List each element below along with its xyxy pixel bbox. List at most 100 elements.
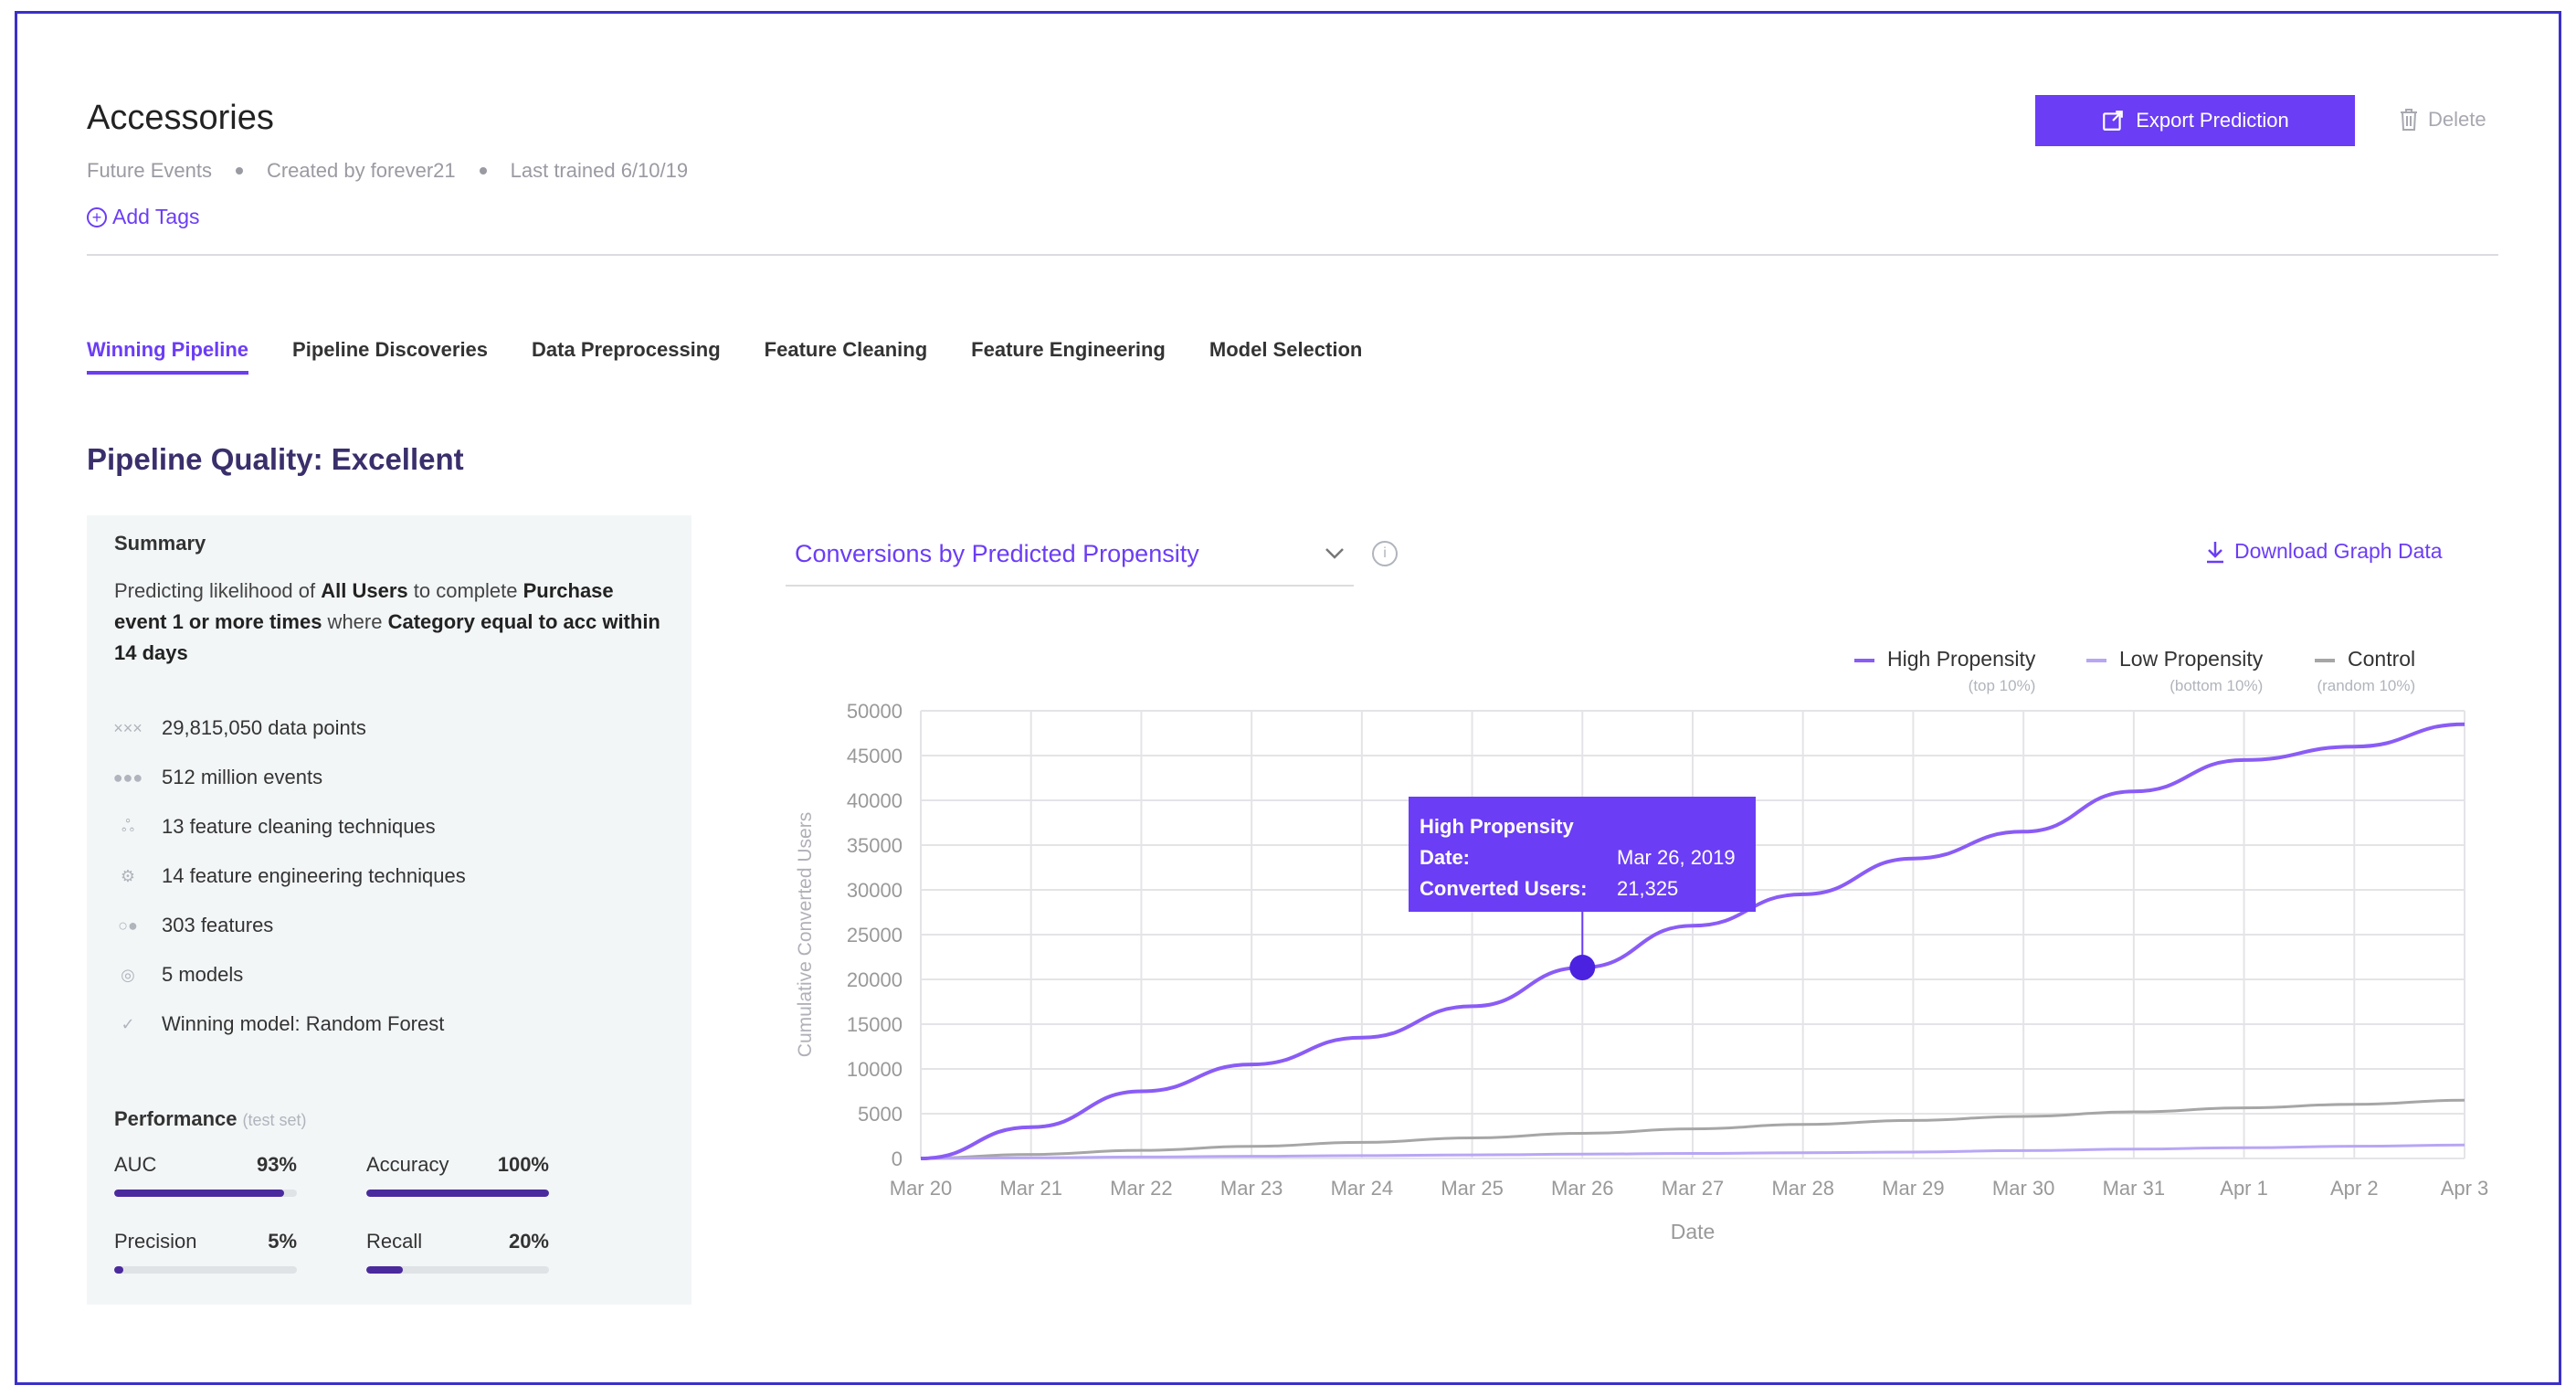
stat-engineering: ⚙ 14 feature engineering techniques (112, 864, 466, 888)
metric-bar (366, 1190, 549, 1197)
metric-value: 93% (256, 1153, 297, 1176)
y-tick-label: 30000 (847, 879, 903, 902)
legend-control: Control (random 10%) (2315, 647, 2415, 695)
chart-type-select[interactable]: Conversions by Predicted Propensity (786, 523, 1354, 587)
stat-text: 303 features (162, 914, 274, 936)
window-frame (15, 11, 2561, 1385)
x-tick-label: Mar 20 (890, 1177, 952, 1200)
y-tick-label: 5000 (858, 1103, 903, 1126)
tooltip-date-value: Mar 26, 2019 (1617, 846, 1736, 869)
tooltip-users-value: 21,325 (1617, 877, 1679, 900)
legend-swatch (1854, 658, 1874, 662)
metric-value: 100% (497, 1153, 549, 1176)
delete-label: Delete (2428, 108, 2486, 131)
tooltip-title: High Propensity (1420, 815, 1574, 838)
metric-bar-fill (114, 1266, 123, 1274)
performance-sub: (test set) (242, 1111, 307, 1129)
tab-winning-pipeline[interactable]: Winning Pipeline (87, 338, 249, 375)
metric-bar-fill (366, 1190, 549, 1197)
y-tick-label: 0 (892, 1147, 903, 1170)
tab-feature-cleaning[interactable]: Feature Cleaning (764, 338, 928, 361)
x-tick-label: Mar 21 (999, 1177, 1061, 1200)
stat-text: Winning model: Random Forest (162, 1012, 445, 1035)
legend-swatch (2315, 658, 2335, 662)
tab-model-selection[interactable]: Model Selection (1209, 338, 1363, 361)
performance-title: Performance (test set) (114, 1107, 307, 1131)
metric-recall: Recall 20% (366, 1230, 549, 1274)
x-tick-label: Mar 30 (1992, 1177, 2054, 1200)
metric-accuracy: Accuracy 100% (366, 1153, 549, 1197)
metric-bar (114, 1190, 297, 1197)
legend-label: Control (2348, 647, 2416, 671)
info-icon[interactable]: i (1372, 541, 1398, 566)
legend-swatch (2086, 658, 2106, 662)
summary-title: Summary (114, 532, 206, 555)
x-tick-label: Mar 24 (1331, 1177, 1393, 1200)
x-tick-label: Mar 26 (1551, 1177, 1613, 1200)
legend-sub: (top 10%) (1968, 677, 2036, 694)
stat-text: 13 feature cleaning techniques (162, 815, 436, 838)
tab-data-preprocessing[interactable]: Data Preprocessing (532, 338, 721, 361)
metric-label: Accuracy (366, 1153, 449, 1176)
y-tick-label: 40000 (847, 789, 903, 812)
y-tick-label: 10000 (847, 1058, 903, 1081)
metric-bar-fill (366, 1266, 403, 1274)
download-label: Download Graph Data (2234, 539, 2443, 563)
x-tick-label: Apr 1 (2220, 1177, 2268, 1200)
stat-features: ○● 303 features (112, 914, 273, 937)
legend-low-propensity: Low Propensity (bottom 10%) (2086, 647, 2263, 695)
chevron-down-icon (1325, 548, 1344, 559)
legend-label: High Propensity (1887, 647, 2036, 671)
y-tick-label: 20000 (847, 968, 903, 991)
x-tick-label: Apr 2 (2330, 1177, 2379, 1200)
export-label: Export Prediction (2136, 109, 2289, 132)
legend-sub: (bottom 10%) (2170, 677, 2264, 694)
stat-events: ●●● 512 million events (112, 766, 322, 789)
delete-button[interactable]: Delete (2399, 108, 2486, 132)
highlight-point (1569, 955, 1596, 981)
download-graph-data-link[interactable]: Download Graph Data (2205, 539, 2443, 564)
tab-bar: Winning Pipeline Pipeline Discoveries Da… (87, 338, 1362, 375)
stat-text: 29,815,050 data points (162, 716, 366, 739)
stat-models: ◎ 5 models (112, 963, 243, 987)
metric-precision: Precision 5% (114, 1230, 297, 1274)
add-tags-label: Add Tags (112, 205, 200, 228)
metric-value: 20% (508, 1230, 549, 1253)
metric-auc: AUC 93% (114, 1153, 297, 1197)
meta-creator: Created by forever21 (266, 159, 456, 182)
stat-cleaning: ஃ 13 feature cleaning techniques (112, 815, 436, 839)
events-icon: ●●● (112, 767, 143, 787)
summary-event: Purchase event 1 or more times (114, 579, 614, 633)
summary-panel: Summary Predicting likelihood of All Use… (87, 515, 692, 1305)
export-prediction-button[interactable]: Export Prediction (2035, 95, 2355, 146)
add-tags-link[interactable]: + Add Tags (87, 205, 199, 229)
export-icon (2103, 111, 2124, 131)
separator-dot (235, 167, 243, 174)
y-tick-label: 25000 (847, 924, 903, 947)
metric-label: Precision (114, 1230, 197, 1253)
metric-label: Recall (366, 1230, 423, 1253)
summary-condition: Category equal to acc within 14 days (114, 610, 660, 664)
tab-feature-engineering[interactable]: Feature Engineering (971, 338, 1166, 361)
tab-pipeline-discoveries[interactable]: Pipeline Discoveries (292, 338, 489, 361)
models-icon: ◎ (121, 965, 135, 984)
performance-label: Performance (114, 1107, 238, 1130)
meta-line: Future Events Created by forever21 Last … (87, 159, 688, 183)
x-tick-label: Mar 31 (2103, 1177, 2165, 1200)
page-title: Accessories (87, 99, 274, 137)
legend-high-propensity: High Propensity (top 10%) (1854, 647, 2035, 695)
stat-winning-model: ✓ Winning model: Random Forest (112, 1012, 444, 1036)
x-tick-label: Mar 29 (1882, 1177, 1944, 1200)
stat-text: 14 feature engineering techniques (162, 864, 466, 887)
gear-icon: ⚙ (120, 866, 136, 885)
pipeline-quality-title: Pipeline Quality: Excellent (87, 442, 464, 476)
y-axis-title: Cumulative Converted Users (795, 812, 816, 1057)
y-tick-label: 45000 (847, 745, 903, 767)
series-line-high-propensity (920, 722, 2465, 1160)
download-icon (2207, 541, 2223, 563)
x-tick-label: Mar 27 (1662, 1177, 1724, 1200)
chart-tooltip: High Propensity Date: Mar 26, 2019 Conver… (1409, 797, 1756, 912)
stat-data-points: ××× 29,815,050 data points (112, 716, 366, 740)
chart-select-label: Conversions by Predicted Propensity (795, 539, 1199, 567)
series-line-low-propensity (920, 1143, 2465, 1160)
